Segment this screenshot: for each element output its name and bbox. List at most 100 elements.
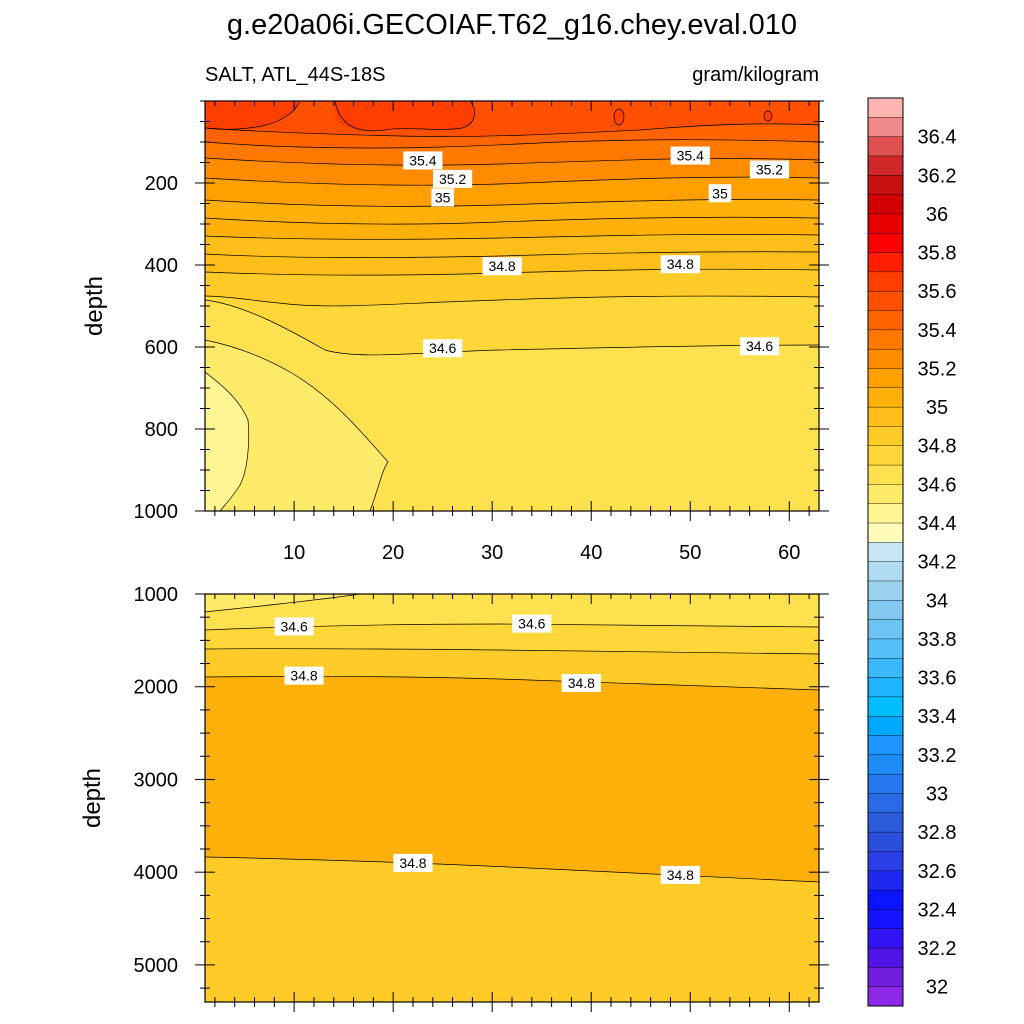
colorbar-swatch: [867, 175, 904, 196]
contour-label: 34.8: [399, 855, 426, 871]
colorbar-swatch: [867, 967, 904, 988]
contour-label: 34.8: [290, 668, 317, 684]
colorbar-swatch: [867, 406, 904, 427]
colorbar-swatch: [867, 464, 904, 485]
contour-label: 35.2: [439, 171, 466, 187]
colorbar-swatch: [867, 600, 904, 621]
y-tick-label: 3000: [134, 769, 179, 791]
colorbar-label: 34.6: [918, 474, 957, 496]
upper-y-ticks: 200 400 600 800 1000: [134, 100, 829, 523]
figure-title: g.e20a06i.GECOIAF.T62_g16.chey.eval.010: [227, 9, 797, 41]
colorbar-label: 34: [926, 590, 948, 612]
lower-y-axis-label: depth: [79, 768, 106, 828]
colorbar-swatch: [867, 97, 904, 118]
colorbar-label: 32: [926, 977, 948, 999]
y-tick-label: 5000: [134, 955, 179, 977]
contour-label: 34.6: [281, 618, 308, 634]
upper-band-35-5: [205, 101, 300, 130]
colorbar-swatch: [867, 986, 904, 1007]
colorbar-swatch: [867, 773, 904, 794]
contour-label-box: [660, 255, 700, 274]
colorbar-swatch: [867, 445, 904, 466]
lower-contour-labels: 34.6 34.6 34.8 34.8 34.8 34.8: [274, 614, 700, 884]
colorbar-label: 33.8: [918, 629, 957, 651]
colorbar-swatch: [867, 194, 904, 215]
upper-y-axis-label: depth: [81, 276, 108, 336]
contour-label-box: [482, 257, 522, 276]
colorbar-swatch: [867, 271, 904, 292]
contour-label-box: [670, 146, 710, 165]
colorbar-swatch: [867, 233, 904, 254]
colorbar: 36.4 36.2 36 35.8 35.6 35.4 35.2 35 34.8 34.6 34.4…: [867, 97, 957, 1007]
lower-band-34-8: [205, 676, 819, 882]
upper-band-35-5b: [335, 101, 475, 131]
y-tick-label: 800: [145, 419, 178, 441]
colorbar-swatch: [867, 658, 904, 679]
colorbar-swatch: [867, 716, 904, 737]
upper-band-34-3: [205, 372, 249, 511]
contour-label: 34.6: [429, 340, 456, 356]
colorbar-swatch: [867, 947, 904, 968]
colorbar-swatch: [867, 561, 904, 582]
colorbar-swatch: [867, 213, 904, 234]
colorbar-swatch: [867, 889, 904, 910]
colorbar-label: 34.8: [918, 436, 957, 458]
variable-region-subtitle: SALT, ATL_44S-18S: [205, 64, 385, 86]
contour-label-box: [708, 184, 732, 203]
colorbar-swatch: [867, 696, 904, 717]
x-tick-label: 50: [679, 542, 701, 564]
colorbar-swatch: [867, 426, 904, 447]
contour-label: 34.6: [746, 338, 773, 354]
colorbar-label: 35.2: [918, 358, 957, 380]
lower-band-34-5: [205, 594, 819, 630]
contour-label: 35.2: [756, 161, 783, 177]
contour-label-box: [393, 853, 433, 872]
contour-label-box: [423, 339, 463, 358]
colorbar-swatch: [867, 619, 904, 640]
colorbar-swatch: [867, 522, 904, 543]
colorbar-swatch: [867, 831, 904, 852]
colorbar-label: 33.4: [918, 706, 957, 728]
colorbar-swatch: [867, 638, 904, 659]
contour-label: 35: [435, 189, 451, 205]
colorbar-swatch: [867, 252, 904, 273]
x-tick-label: 10: [283, 542, 305, 564]
contour-label-box: [739, 337, 780, 356]
colorbar-label: 35.4: [918, 320, 957, 342]
colorbar-label: 36: [926, 204, 948, 226]
contour-label-box: [512, 614, 552, 633]
upper-filled-contours: [205, 101, 819, 511]
colorbar-swatch: [867, 117, 904, 138]
upper-band-35-5c: [614, 109, 624, 125]
lower-panel: 34.6 34.6 34.8 34.8 34.8 34.8 1000 2000 3000 400…: [79, 584, 829, 1012]
colorbar-label: 35.8: [918, 243, 957, 265]
lower-x-ticks: [214, 594, 810, 1012]
contour-label-box: [431, 188, 454, 207]
contour-label-box: [403, 151, 443, 170]
colorbar-swatch: [867, 155, 904, 176]
colorbar-swatch: [867, 851, 904, 872]
colorbar-label: 33.6: [918, 668, 957, 690]
colorbar-label: 32.2: [918, 938, 957, 960]
colorbar-swatch: [867, 368, 904, 389]
colorbar-frame: [867, 97, 904, 1007]
contour-label-box: [284, 666, 324, 685]
colorbar-label: 34.4: [918, 513, 957, 535]
contour-label: 34.8: [568, 675, 595, 691]
colorbar-swatch: [867, 928, 904, 949]
colorbar-swatch: [867, 310, 904, 331]
x-tick-label: 30: [481, 542, 503, 564]
colorbar-swatch: [867, 503, 904, 524]
colorbar-label: 32.8: [918, 822, 957, 844]
colorbar-swatch: [867, 387, 904, 408]
y-tick-label: 600: [145, 337, 178, 359]
x-tick-label: 20: [382, 542, 404, 564]
y-tick-label: 4000: [134, 862, 179, 884]
contour-label: 34.8: [488, 258, 515, 274]
x-tick-label: 60: [778, 542, 800, 564]
colorbar-swatch: [867, 484, 904, 505]
colorbar-swatch: [867, 136, 904, 157]
colorbar-swatch: [867, 754, 904, 775]
